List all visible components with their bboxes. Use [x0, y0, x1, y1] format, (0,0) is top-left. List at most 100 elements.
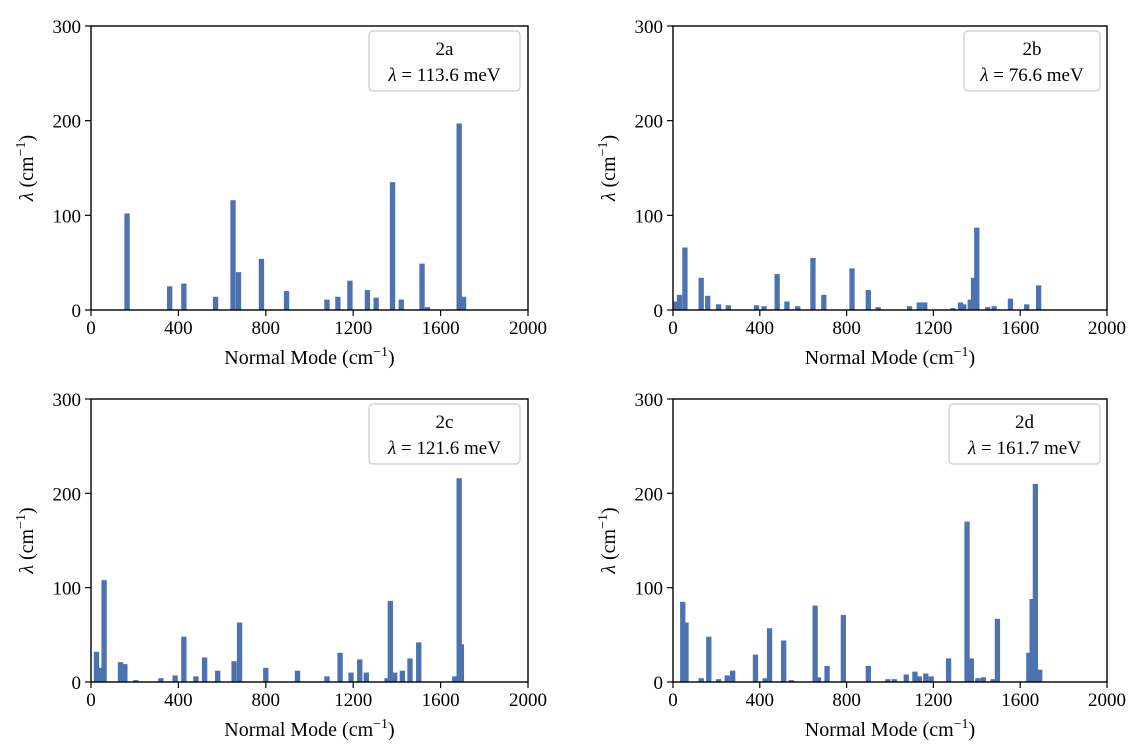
- y-axis-label: λ (cm−1): [14, 135, 38, 202]
- y-tick-label: 0: [654, 673, 664, 694]
- legend-lambda: λ = 113.6 meV: [387, 65, 500, 86]
- x-tick-label: 400: [164, 690, 193, 711]
- x-tick-label: 1200: [334, 690, 372, 711]
- bar: [389, 182, 396, 310]
- bar: [975, 678, 981, 682]
- bar: [945, 658, 952, 682]
- plot-frame: [672, 398, 1108, 683]
- bar: [752, 654, 759, 682]
- bar: [419, 263, 425, 310]
- plot-frame: [90, 398, 529, 683]
- bar: [698, 277, 704, 310]
- bar: [961, 304, 967, 310]
- bar: [875, 307, 881, 310]
- y-axis-label: λ (cm−1): [14, 507, 38, 574]
- bar: [263, 667, 269, 682]
- legend-title: 2d: [1015, 412, 1035, 433]
- y-tick-label: 200: [635, 112, 664, 133]
- x-tick-label: 0: [668, 318, 678, 339]
- legend-box: [368, 30, 521, 92]
- bar: [950, 308, 956, 310]
- bar: [231, 661, 237, 682]
- bar: [715, 304, 722, 310]
- x-tick-label: 2000: [509, 690, 547, 711]
- bar: [456, 478, 462, 682]
- bar: [460, 296, 467, 310]
- bar: [452, 676, 458, 682]
- bar: [849, 268, 855, 310]
- y-tick-label: 0: [72, 301, 82, 322]
- bar: [906, 306, 913, 310]
- y-tick-label: 200: [635, 484, 664, 505]
- bar: [891, 679, 897, 682]
- bar: [347, 280, 353, 310]
- bar: [1029, 598, 1035, 682]
- bar: [923, 673, 929, 682]
- bar: [912, 671, 918, 682]
- bar: [181, 283, 187, 310]
- bar: [824, 665, 830, 682]
- x-tick-label: 800: [832, 318, 861, 339]
- plot-frame: [90, 25, 529, 311]
- x-tick-label: 1600: [422, 318, 460, 339]
- y-tick-label: 100: [53, 206, 82, 227]
- chart-2d: 0 400 800 1200 1600 2000 0 100 200 300 Normal Mode…: [596, 390, 1126, 741]
- bar: [967, 299, 973, 310]
- bar: [968, 658, 975, 682]
- bar: [928, 676, 934, 682]
- x-tick-label: 1200: [914, 318, 952, 339]
- bar: [994, 618, 1001, 682]
- bar: [122, 664, 128, 682]
- bar: [215, 670, 221, 682]
- legend-box: [963, 30, 1101, 92]
- bar: [705, 295, 711, 310]
- bar: [753, 305, 760, 310]
- bar: [812, 605, 818, 682]
- bar: [456, 123, 462, 310]
- bar: [916, 302, 922, 310]
- x-tick-label: 400: [746, 318, 775, 339]
- bar: [865, 290, 871, 310]
- bar: [885, 679, 891, 682]
- bar: [201, 657, 208, 682]
- y-tick-label: 200: [53, 112, 82, 133]
- bar: [730, 670, 736, 682]
- bar: [957, 302, 964, 310]
- legend-title: 2b: [1023, 39, 1042, 60]
- bar: [970, 277, 977, 310]
- legend-title: 2a: [436, 39, 455, 60]
- x-axis-label: Normal Mode (cm−1): [805, 717, 975, 741]
- bar: [715, 679, 722, 682]
- bar: [337, 652, 343, 682]
- legend-lambda: λ = 161.7 meV: [967, 438, 1081, 459]
- bar: [1026, 652, 1032, 682]
- bar: [1037, 669, 1043, 682]
- bar: [212, 296, 219, 310]
- bar: [922, 302, 928, 310]
- bar: [916, 676, 922, 682]
- bar: [133, 680, 139, 682]
- bar: [236, 622, 243, 682]
- bar: [766, 628, 773, 682]
- bar: [788, 680, 794, 682]
- y-tick-label: 300: [53, 390, 82, 411]
- y-tick-label: 100: [53, 579, 82, 600]
- bar: [93, 651, 100, 682]
- bar: [387, 600, 394, 682]
- bar: [424, 307, 431, 310]
- bar: [158, 678, 164, 682]
- y-tick-label: 100: [635, 579, 664, 600]
- y-tick-label: 200: [53, 484, 82, 505]
- bar: [706, 636, 712, 682]
- bar: [810, 257, 816, 310]
- legend-box: [948, 403, 1101, 465]
- bar: [373, 297, 379, 310]
- x-tick-label: 800: [252, 690, 281, 711]
- y-tick-label: 300: [53, 17, 82, 38]
- y-tick-label: 100: [635, 206, 664, 227]
- bar: [985, 307, 991, 310]
- bar: [98, 667, 104, 682]
- bar: [294, 670, 301, 682]
- x-tick-label: 400: [746, 690, 775, 711]
- bar: [698, 678, 704, 682]
